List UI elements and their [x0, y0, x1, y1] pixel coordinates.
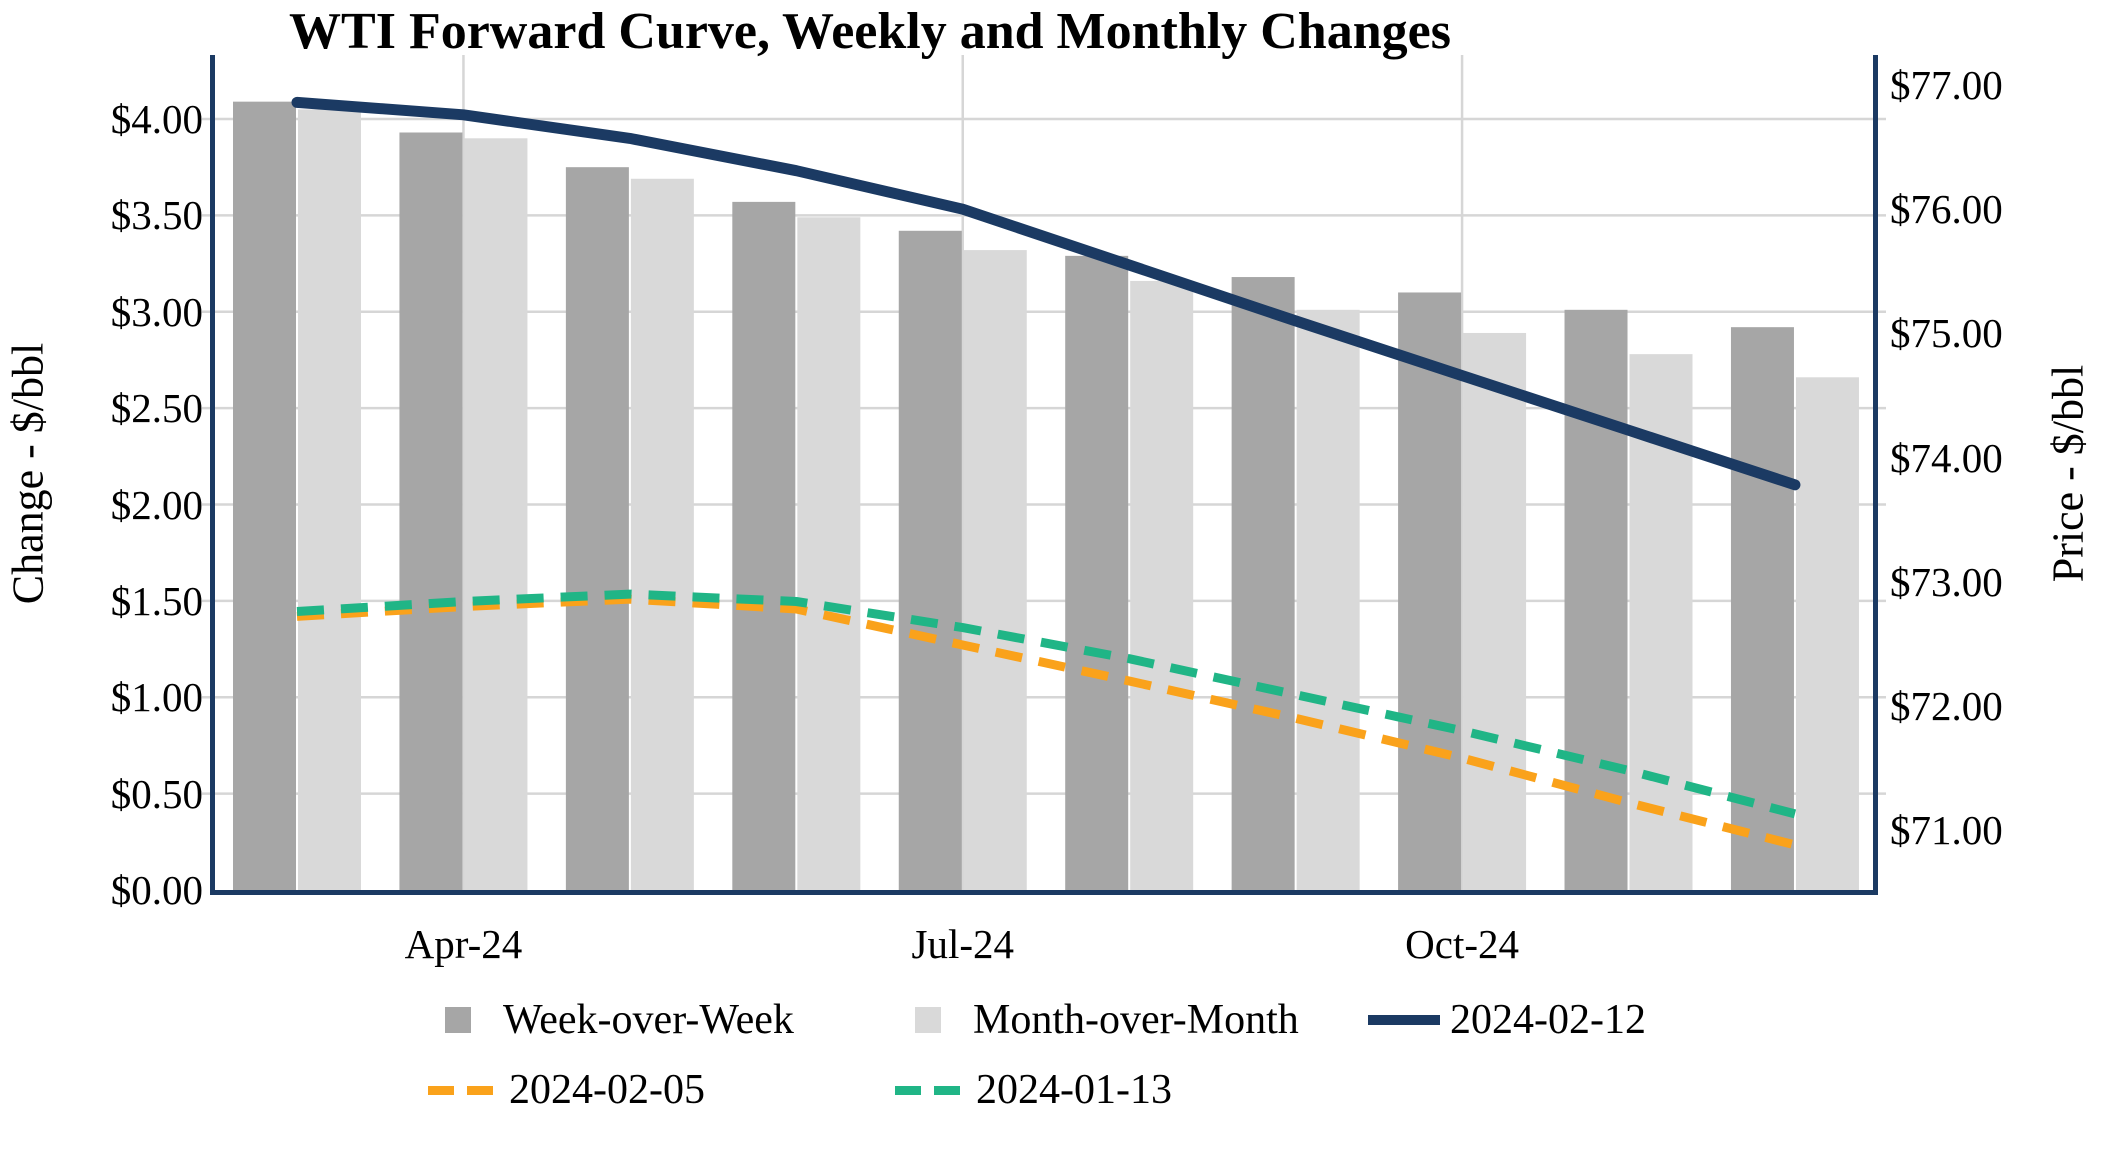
legend-item-2024-01-13: 2024-01-13 [895, 1066, 1172, 1114]
legend-swatch-2024-02-05 [428, 1085, 493, 1095]
legend-label-2024-02-05: 2024-02-05 [509, 1067, 705, 1113]
left-axis-tick-label: $0.00 [110, 867, 203, 913]
bar-week-over-week [565, 167, 629, 890]
bar-month-over-month [1296, 309, 1360, 890]
legend-swatch-2024-01-13 [895, 1085, 960, 1095]
bar-week-over-week [1231, 277, 1295, 890]
right-axis-tick-label: $72.00 [1890, 682, 2003, 729]
bar-month-over-month [1130, 280, 1194, 890]
right-axis-spine [1873, 55, 1878, 895]
left-axis-spine [210, 55, 215, 895]
legend-swatch-2024-02-12 [1368, 1015, 1440, 1025]
bar-month-over-month [1795, 377, 1859, 890]
left-axis-tick-label: $2.00 [110, 481, 203, 528]
bar-week-over-week [1398, 292, 1462, 891]
legend-swatch-month-over-month [915, 1007, 941, 1033]
right-axis-tick-label: $73.00 [1890, 558, 2003, 605]
left-axis-tick-label: $2.50 [110, 385, 203, 432]
series-line-2024-02-12 [291, 96, 1801, 491]
bar-month-over-month [298, 109, 361, 891]
left-axis-tick-label: $0.50 [110, 770, 203, 817]
series-line-2024-02-05 [296, 594, 1797, 850]
right-axis-tick-label: $77.00 [1890, 62, 2003, 108]
right-axis-tick-label: $71.00 [1890, 807, 2003, 854]
legend-label-2024-02-12: 2024-02-12 [1450, 997, 1646, 1043]
legend-item-2024-02-05: 2024-02-05 [428, 1066, 705, 1114]
right-axis-tick-label: $76.00 [1890, 186, 2003, 233]
left-axis-tick-label: $3.50 [110, 192, 203, 239]
x-axis-tick-label: Apr-24 [404, 921, 523, 967]
legend-item-2024-02-12: 2024-02-12 [1368, 996, 1646, 1044]
bar-month-over-month [464, 138, 528, 890]
bar-month-over-month [630, 178, 694, 890]
bar-week-over-week [399, 132, 463, 890]
left-axis-tick-label: $4.00 [110, 96, 203, 142]
bar-week-over-week [732, 201, 796, 890]
bar-month-over-month [797, 217, 861, 891]
legend-label-month-over-month: Month-over-Month [973, 997, 1299, 1043]
bar-week-over-week [898, 230, 962, 891]
chart-title: WTI Forward Curve, Weekly and Monthly Ch… [289, 3, 1451, 60]
right-axis-tick-label: $74.00 [1890, 434, 2003, 481]
x-axis-spine [210, 890, 1878, 895]
series-line-2024-01-13 [296, 589, 1797, 819]
legend-label-week-over-week: Week-over-Week [503, 997, 794, 1043]
left-axis-tick-label: $3.00 [110, 288, 203, 335]
right-axis-tick-label: $75.00 [1890, 310, 2003, 357]
left-axis-tick-label: $1.50 [110, 577, 203, 624]
bar-month-over-month [1463, 332, 1527, 890]
bar-week-over-week [1065, 255, 1129, 891]
bar-month-over-month [963, 250, 1027, 890]
legend-swatch-week-over-week [445, 1007, 471, 1033]
legend-item-week-over-week: Week-over-Week [445, 996, 794, 1044]
legend-label-2024-01-13: 2024-01-13 [976, 1067, 1172, 1113]
legend-item-month-over-month: Month-over-Month [915, 996, 1299, 1044]
bar-week-over-week [233, 101, 296, 891]
x-axis-tick-label: Oct-24 [1405, 921, 1519, 967]
x-axis-tick-label: Jul-24 [911, 921, 1015, 967]
left-axis-tick-label: $1.00 [110, 674, 203, 721]
